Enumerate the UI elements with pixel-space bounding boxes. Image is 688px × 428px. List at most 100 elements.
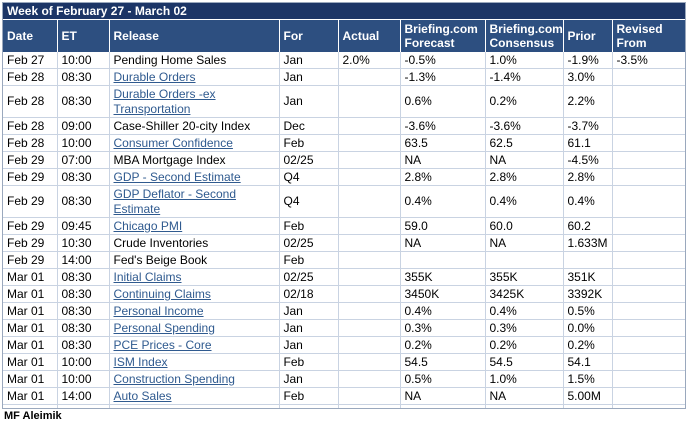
release-link[interactable]: Durable Orders -ex Transportation bbox=[109, 85, 280, 118]
cell-prior: 0.4% bbox=[563, 185, 613, 218]
cell-release: Pending Home Sales bbox=[109, 52, 280, 69]
cell-for: Jan bbox=[279, 52, 339, 69]
cell-prior: 0.2% bbox=[563, 336, 613, 354]
cell-actual bbox=[338, 353, 401, 371]
cell-revised bbox=[612, 168, 685, 186]
cell-consensus: 0.3% bbox=[485, 319, 564, 337]
release-link[interactable]: PCE Prices - Core bbox=[109, 336, 280, 354]
cell-date: Feb 28 bbox=[3, 85, 58, 118]
cell-consensus: NA bbox=[485, 151, 564, 169]
cell-et: 08:30 bbox=[57, 319, 110, 337]
cell-prior: 2.8% bbox=[563, 168, 613, 186]
column-header-actual: Actual bbox=[338, 20, 401, 52]
release-link[interactable]: Construction Spending bbox=[109, 370, 280, 388]
cell-revised: -3.5% bbox=[612, 52, 685, 69]
release-link[interactable]: Truck Sales bbox=[109, 404, 280, 408]
table-row: Mar 01 08:30 Personal Income Jan 0.4% 0.4% 0.5… bbox=[3, 302, 685, 320]
cell-revised bbox=[612, 217, 685, 235]
cell-prior: 351K bbox=[563, 268, 613, 286]
cell-forecast: 54.5 bbox=[400, 353, 486, 371]
cell-actual bbox=[338, 68, 401, 86]
cell-for: Feb bbox=[279, 217, 339, 235]
cell-actual bbox=[338, 117, 401, 135]
cell-et: 08:30 bbox=[57, 336, 110, 354]
cell-revised bbox=[612, 387, 685, 405]
release-link[interactable]: GDP - Second Estimate bbox=[109, 168, 280, 186]
cell-consensus: 0.2% bbox=[485, 336, 564, 354]
cell-forecast: NA bbox=[400, 234, 486, 252]
cell-date: Feb 28 bbox=[3, 134, 58, 152]
release-link[interactable]: Continuing Claims bbox=[109, 285, 280, 303]
cell-prior: -4.5% bbox=[563, 151, 613, 169]
cell-et: 08:30 bbox=[57, 85, 110, 118]
cell-forecast: -1.3% bbox=[400, 68, 486, 86]
cell-for: 02/25 bbox=[279, 151, 339, 169]
cell-actual bbox=[338, 234, 401, 252]
column-header-et: ET bbox=[57, 20, 110, 52]
cell-for: Jan bbox=[279, 85, 339, 118]
cell-forecast: 3450K bbox=[400, 285, 486, 303]
release-link[interactable]: Personal Spending bbox=[109, 319, 280, 337]
cell-revised bbox=[612, 117, 685, 135]
cell-et: 10:00 bbox=[57, 353, 110, 371]
release-link[interactable]: Initial Claims bbox=[109, 268, 280, 286]
cell-for: Jan bbox=[279, 319, 339, 337]
cell-et: 10:00 bbox=[57, 370, 110, 388]
cell-actual bbox=[338, 336, 401, 354]
table-row: Mar 01 08:30 PCE Prices - Core Jan 0.2% 0.2% 0… bbox=[3, 336, 685, 354]
column-header-release: Release bbox=[109, 20, 280, 52]
release-link[interactable]: GDP Deflator - Second Estimate bbox=[109, 185, 280, 218]
cell-et: 09:00 bbox=[57, 117, 110, 135]
cell-prior: 60.2 bbox=[563, 217, 613, 235]
cell-for: Feb bbox=[279, 134, 339, 152]
cell-revised bbox=[612, 151, 685, 169]
cell-prior: 1.633M bbox=[563, 234, 613, 252]
cell-release: MBA Mortgage Index bbox=[109, 151, 280, 169]
economic-calendar-table: Date ET Release For Actual Briefing.com … bbox=[3, 20, 685, 408]
cell-for: Feb bbox=[279, 404, 339, 408]
column-header-consensus: Briefing.com Consensus bbox=[485, 20, 564, 52]
cell-consensus: 355K bbox=[485, 268, 564, 286]
cell-consensus: 0.4% bbox=[485, 185, 564, 218]
release-link[interactable]: Auto Sales bbox=[109, 387, 280, 405]
cell-actual bbox=[338, 251, 401, 269]
cell-actual bbox=[338, 285, 401, 303]
table-row: Feb 29 10:30 Crude Inventories 02/25 NA NA 1.6… bbox=[3, 234, 685, 252]
cell-revised bbox=[612, 234, 685, 252]
cell-date: Feb 29 bbox=[3, 234, 58, 252]
cell-date: Mar 01 bbox=[3, 285, 58, 303]
cell-actual bbox=[338, 85, 401, 118]
cell-consensus: NA bbox=[485, 387, 564, 405]
cell-actual bbox=[338, 370, 401, 388]
cell-consensus: NA bbox=[485, 234, 564, 252]
release-link[interactable]: Chicago PMI bbox=[109, 217, 280, 235]
footer-credit: MF Aleimik bbox=[4, 410, 62, 422]
cell-date: Feb 28 bbox=[3, 68, 58, 86]
table-row: Feb 29 09:45 Chicago PMI Feb 59.0 60.0 60.2 bbox=[3, 217, 685, 235]
cell-consensus bbox=[485, 251, 564, 269]
cell-prior: 2.2% bbox=[563, 85, 613, 118]
cell-consensus: 62.5 bbox=[485, 134, 564, 152]
column-header-revised-from: Revised From bbox=[612, 20, 685, 52]
cell-prior: 3392K bbox=[563, 285, 613, 303]
cell-prior: 0.5% bbox=[563, 302, 613, 320]
cell-actual: 2.0% bbox=[338, 52, 401, 69]
cell-revised bbox=[612, 134, 685, 152]
cell-consensus: 1.0% bbox=[485, 52, 564, 69]
cell-et: 10:00 bbox=[57, 134, 110, 152]
release-link[interactable]: Durable Orders bbox=[109, 68, 280, 86]
cell-for: Feb bbox=[279, 387, 339, 405]
cell-prior: 5.00M bbox=[563, 387, 613, 405]
cell-actual bbox=[338, 302, 401, 320]
release-link[interactable]: ISM Index bbox=[109, 353, 280, 371]
cell-consensus: 0.4% bbox=[485, 302, 564, 320]
table-row: Feb 29 08:30 GDP - Second Estimate Q4 2.8% 2.… bbox=[3, 168, 685, 186]
cell-et: 10:30 bbox=[57, 234, 110, 252]
cell-revised bbox=[612, 336, 685, 354]
release-link[interactable]: Consumer Confidence bbox=[109, 134, 280, 152]
release-link[interactable]: Personal Income bbox=[109, 302, 280, 320]
cell-consensus: 1.0% bbox=[485, 370, 564, 388]
cell-date: Mar 01 bbox=[3, 302, 58, 320]
cell-revised bbox=[612, 85, 685, 118]
cell-et: 14:00 bbox=[57, 251, 110, 269]
